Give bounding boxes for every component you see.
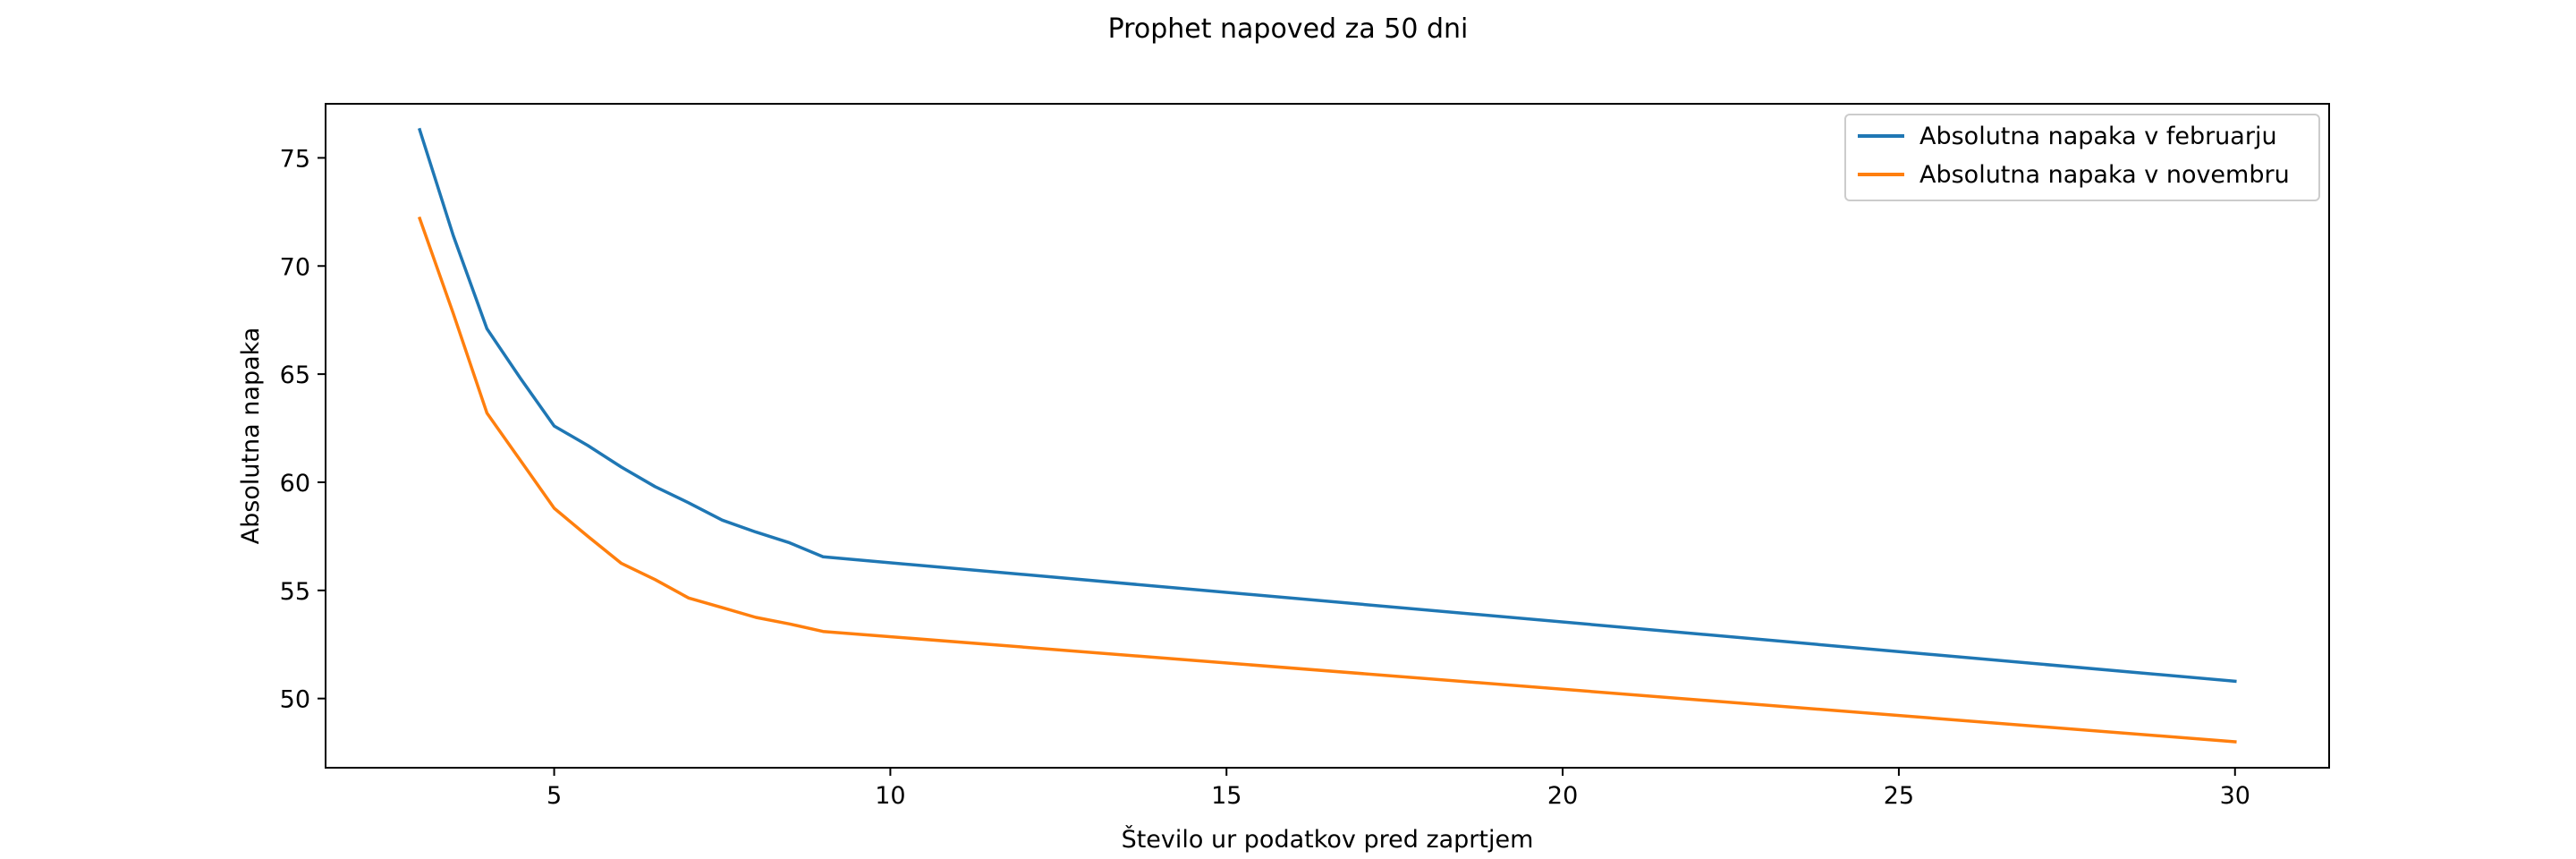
legend-label-februar: Absolutna napaka v februarju [1919, 123, 2277, 150]
y-tick-label: 75 [280, 145, 310, 173]
legend: Absolutna napaka v februarju Absolutna n… [1844, 114, 2320, 201]
x-axis: 5 10 15 20 25 30 [547, 768, 2250, 810]
series-layer [417, 127, 2237, 744]
y-axis-label: Absolutna napaka [237, 327, 265, 545]
y-tick-label: 60 [280, 470, 310, 498]
series-line-november [417, 216, 2237, 744]
y-tick-label: 70 [280, 253, 310, 281]
x-tick-label: 30 [2220, 782, 2250, 810]
y-axis: 50 55 60 65 70 75 [280, 145, 326, 714]
y-tick-label: 50 [280, 686, 310, 714]
y-tick-label: 65 [280, 361, 310, 389]
plot-area [325, 103, 2330, 769]
series-line-februar [418, 127, 2237, 684]
chart-title: Prophet napoved za 50 dni [1108, 13, 1469, 45]
x-tick-label: 15 [1211, 782, 1241, 810]
y-tick-label: 55 [280, 578, 310, 606]
x-tick-label: 25 [1884, 782, 1914, 810]
x-tick-label: 5 [547, 782, 562, 810]
legend-label-november: Absolutna napaka v novembru [1919, 161, 2290, 189]
axes-frame [325, 103, 2330, 769]
x-axis-label: Število ur podatkov pred zaprtjem [1122, 825, 1534, 854]
x-tick-label: 20 [1547, 782, 1578, 810]
x-tick-label: 10 [875, 782, 905, 810]
legend-box [1844, 114, 2320, 201]
